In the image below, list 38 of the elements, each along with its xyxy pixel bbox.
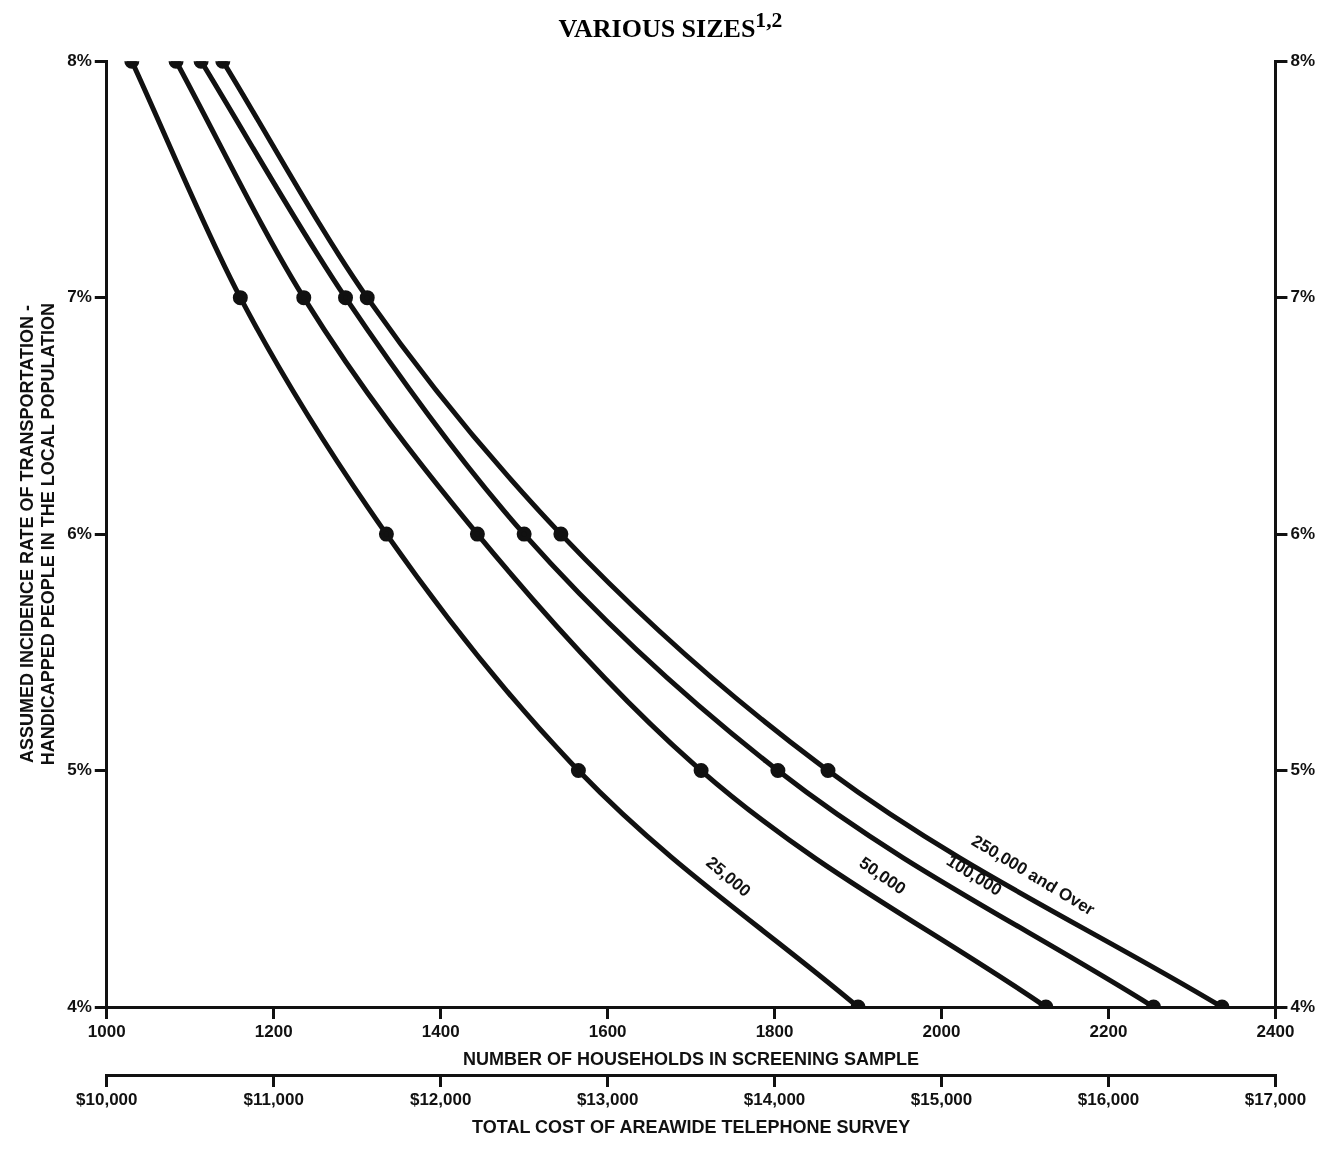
x2-tick-label: $11,000 [243, 1089, 304, 1109]
x2-tick-label: $15,000 [910, 1089, 973, 1109]
point [820, 762, 836, 778]
point [570, 762, 586, 778]
point [516, 526, 532, 542]
point [469, 526, 485, 542]
y-tick-label: 6% [67, 523, 92, 543]
x-tick-label: 2000 [922, 1021, 961, 1041]
x-tick-label: 2200 [1089, 1021, 1128, 1041]
x2-tick-label: $17,000 [1244, 1089, 1307, 1109]
x-tick-label: 1800 [755, 1021, 794, 1041]
x-tick-label: 1000 [87, 1021, 126, 1041]
x2-tick-label: $12,000 [409, 1089, 472, 1109]
point [378, 526, 394, 542]
y2-tick-label: 6% [1290, 523, 1316, 543]
x-axis-title: NUMBER OF HOUSEHOLDS IN SCREENING SAMPLE [463, 1048, 920, 1069]
point [693, 762, 709, 778]
x-tick-label: 2400 [1256, 1021, 1295, 1041]
y-tick-label: 8% [67, 50, 92, 70]
x2-axis-title: TOTAL COST OF AREAWIDE TELEPHONE SURVEY [472, 1116, 911, 1137]
x2-tick-label: $13,000 [576, 1089, 639, 1109]
y2-tick-label: 5% [1290, 759, 1316, 779]
y2-tick-label: 7% [1290, 286, 1316, 306]
chart-title: VARIOUS SIZES$^{1,2}$ [557, 8, 784, 44]
point [553, 526, 569, 542]
x2-tick-label: $16,000 [1077, 1089, 1140, 1109]
x2-tick-label: $10,000 [76, 1089, 138, 1109]
x-tick-label: 1600 [588, 1021, 627, 1041]
y2-tick-label: 8% [1290, 50, 1316, 70]
x2-tick-label: $14,000 [743, 1089, 806, 1109]
y-tick-label: 5% [67, 759, 92, 779]
y-axis-title: ASSUMED INCIDENCE RATE OF TRANSPORTATION - HANDICAPPED PEOPLE IN THE LOCAL POPULATION [16, 302, 59, 765]
y-tick-label: 4% [67, 996, 92, 1016]
y-tick-label: 7% [67, 286, 92, 306]
x-tick-label: 1200 [254, 1021, 293, 1041]
x-tick-label: 1400 [421, 1021, 460, 1041]
y2-tick-label: 4% [1290, 996, 1316, 1016]
point [770, 762, 786, 778]
